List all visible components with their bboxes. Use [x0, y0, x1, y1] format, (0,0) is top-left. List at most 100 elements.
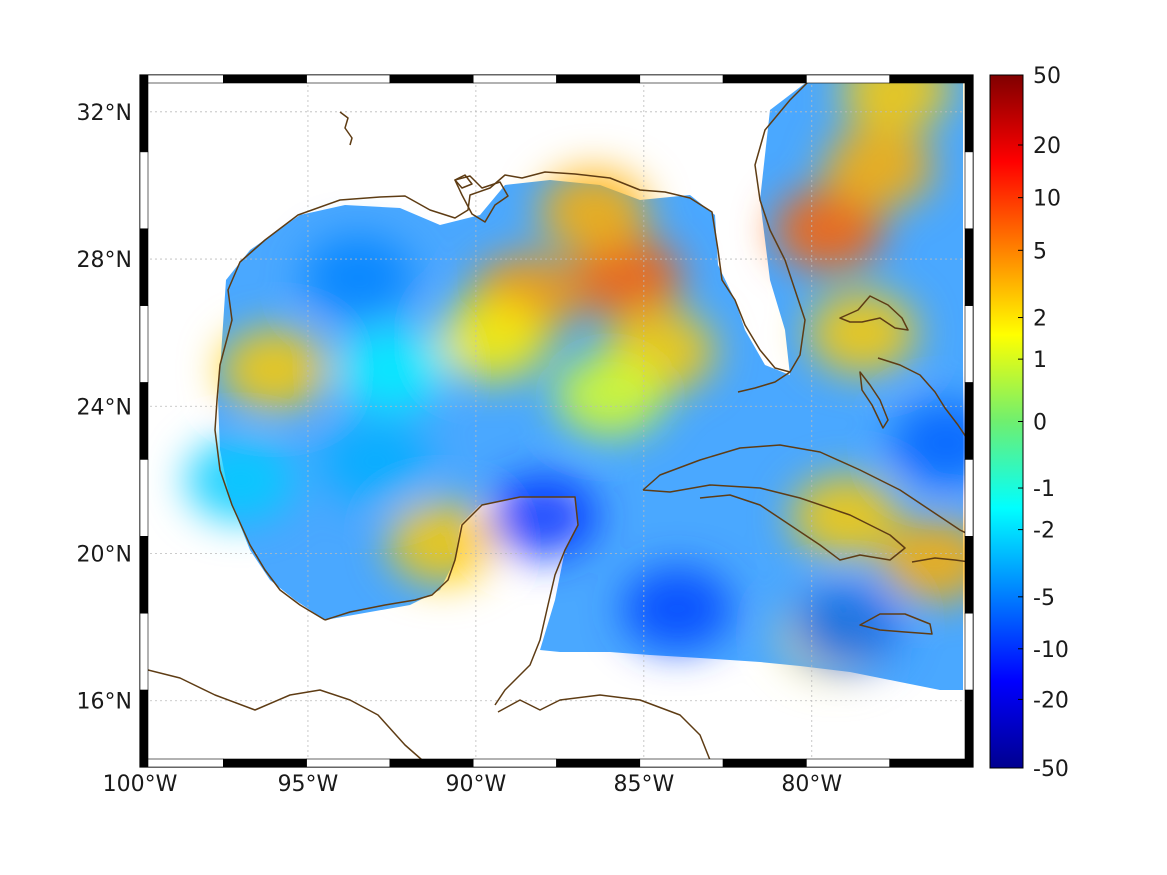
x-tick-label: 90°W: [446, 772, 507, 797]
frame-segment-bottom: [722, 758, 807, 768]
frame-segment-bottom: [139, 758, 224, 768]
field-anomalies: [185, 75, 973, 677]
frame-segment-left: [139, 74, 149, 153]
coast-yucatan-islands: [497, 694, 711, 761]
coastlines: [140, 77, 971, 767]
colorbar-tick-label: -20: [1033, 688, 1069, 713]
field-blob: [773, 187, 884, 272]
frame-segment-top: [389, 74, 474, 84]
colorbar-tick-label: 5: [1033, 239, 1047, 264]
frame-segment-bottom: [472, 758, 557, 768]
colorbar-tick-label: 0: [1033, 411, 1047, 436]
colorbar-tick-label: -5: [1033, 586, 1055, 611]
field-blob: [790, 474, 901, 559]
y-tick-label: 20°N: [77, 543, 132, 568]
field-blob: [807, 290, 918, 375]
y-tick-label: 16°N: [77, 690, 132, 715]
field-blob: [881, 518, 973, 603]
coast-texas-bays: [339, 111, 353, 146]
colorbar-tick-label: -50: [1033, 757, 1069, 782]
frame-segment-top: [639, 74, 724, 84]
field-blob: [538, 169, 649, 254]
x-tick-label: 100°W: [103, 772, 178, 797]
field-blob: [185, 437, 296, 522]
frame-segment-left: [139, 612, 149, 691]
frame-segment-top: [223, 74, 307, 84]
field-blob: [622, 566, 733, 651]
x-axis-ticks: 100°W 95°W 90°W 85°W 80°W: [103, 772, 843, 797]
frame-segment-top: [472, 74, 557, 84]
colorbar-tick-label: 2: [1033, 307, 1047, 332]
field-blob: [437, 298, 548, 383]
y-tick-label: 28°N: [77, 248, 132, 273]
colorbar-tick-label: -10: [1033, 638, 1069, 663]
field-blob: [219, 327, 330, 412]
frame-segment-right: [964, 74, 974, 153]
frame-segment-right: [964, 151, 974, 230]
field-blob: [336, 327, 447, 412]
frame-segment-right: [964, 689, 974, 768]
colorbar-tick-label: -2: [1033, 519, 1055, 544]
frame-segment-bottom: [223, 758, 307, 768]
frame-segment-top: [889, 74, 974, 84]
field-blob: [387, 500, 498, 585]
frame-segment-bottom: [639, 758, 724, 768]
frame-segment-left: [139, 305, 149, 383]
coast-florida-keys: [737, 371, 791, 393]
coast-jamaica: [859, 613, 933, 635]
y-axis-ticks: 32°N 28°N 24°N 20°N 16°N: [77, 101, 132, 715]
frame-segment-right: [964, 536, 974, 614]
colorbar-tick-label: -1: [1033, 477, 1055, 502]
field-blob: [840, 75, 951, 132]
frame-segment-top: [806, 74, 891, 84]
field-blob: [891, 401, 973, 486]
coast-bahamas-north: [839, 295, 909, 331]
frame-segment-right: [964, 612, 974, 691]
field-blob: [790, 585, 901, 670]
frame-segment-top: [556, 74, 641, 84]
y-tick-label: 32°N: [77, 101, 132, 126]
coast-us-mexico-gulf: [140, 77, 813, 767]
x-tick-label: 80°W: [781, 772, 842, 797]
x-tick-label: 95°W: [278, 772, 339, 797]
field-blob: [823, 125, 934, 210]
y-tick-label: 24°N: [77, 395, 132, 420]
frame-segment-left: [139, 228, 149, 306]
frame-segment-left: [139, 689, 149, 768]
coast-cuba: [642, 444, 971, 561]
coast-hispaniola-west: [911, 557, 971, 563]
field-blob: [555, 353, 666, 438]
field-blob: [320, 419, 431, 504]
colorbar-tick-label: 1: [1033, 348, 1047, 373]
coast-lake-pontchartrain: [454, 174, 473, 189]
colorbar-tick-label: 10: [1033, 187, 1061, 212]
frame-segment-top: [722, 74, 807, 84]
colorbar-gradient: [989, 74, 1024, 769]
frame-segment-bottom: [556, 758, 641, 768]
field-blob: [303, 235, 414, 320]
frame-segment-right: [964, 305, 974, 383]
coast-mississippi-delta: [454, 175, 509, 223]
frame-segment-top: [139, 74, 224, 84]
field-blob: [488, 474, 599, 559]
frame-segment-left: [139, 536, 149, 614]
colorbar-tick-label: 50: [1033, 64, 1061, 89]
frame-segment-right: [964, 382, 974, 460]
frame-segment-bottom: [306, 758, 391, 768]
frame-segment-bottom: [889, 758, 974, 768]
data-field: [185, 75, 973, 690]
map-frame: [139, 74, 974, 768]
frame-segment-bottom: [389, 758, 474, 768]
coast-bahamas-andros: [859, 371, 889, 429]
frame-segment-right: [964, 459, 974, 537]
frame-segment-left: [139, 459, 149, 537]
x-tick-label: 85°W: [613, 772, 674, 797]
frame-segment-right: [964, 228, 974, 306]
field-blob: [572, 235, 683, 320]
colorbar-tick-label: 20: [1033, 134, 1061, 159]
coast-bahamas-east: [877, 357, 969, 441]
frame-segment-top: [306, 74, 391, 84]
